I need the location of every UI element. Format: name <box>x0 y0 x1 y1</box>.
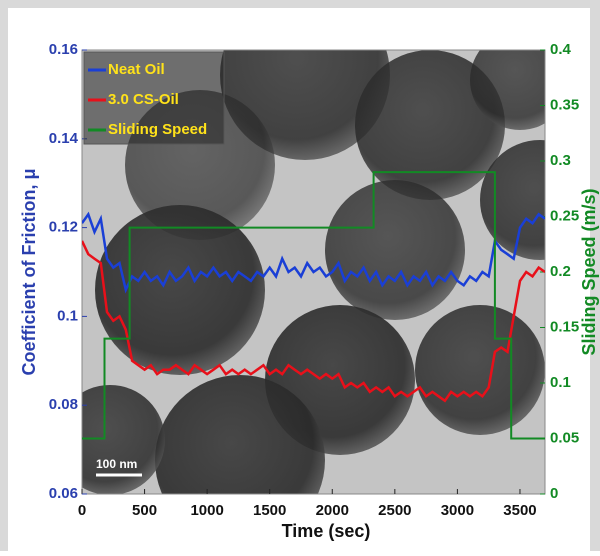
scale-bar: 100 nm <box>96 457 137 471</box>
y-tick-label: 0.12 <box>49 219 78 236</box>
legend-label: Sliding Speed <box>108 121 207 138</box>
legend-box <box>83 51 225 145</box>
y2-tick-label: 0 <box>550 485 558 502</box>
y2-tick-label: 0.35 <box>550 96 579 113</box>
series-line <box>82 240 545 403</box>
x-tick-label: 500 <box>132 502 157 519</box>
x-tick-label: 3000 <box>441 502 474 519</box>
x-tick-label: 1500 <box>253 502 286 519</box>
y2-tick-label: 0.25 <box>550 207 579 224</box>
legend: Neat Oil 3.0 CS-Oil Sliding Speed <box>83 51 225 145</box>
y-tick-label: 0.16 <box>49 41 78 58</box>
y2-tick-label: 0.15 <box>550 318 579 335</box>
series-line <box>82 211 545 294</box>
y2-tick-label: 0.1 <box>550 374 571 391</box>
y2-axis-label: Sliding Speed (m/s) <box>579 188 599 355</box>
series-line <box>82 171 545 440</box>
legend-label: 3.0 CS-Oil <box>108 91 179 108</box>
x-tick-label: 1000 <box>190 502 223 519</box>
y2-tick-label: 0.2 <box>550 263 571 280</box>
y-tick-label: 0.06 <box>49 485 78 502</box>
y-axis-label: Coefficient of Friction, μ <box>19 168 39 375</box>
y2-tick-label: 0.3 <box>550 152 571 169</box>
y-tick-label: 0.14 <box>49 130 79 147</box>
y-tick-label: 0.1 <box>57 307 78 324</box>
x-tick-label: 2500 <box>378 502 411 519</box>
x-axis-label: Time (sec) <box>282 521 371 541</box>
x-tick-label: 0 <box>78 502 86 519</box>
plot-lines <box>82 171 545 440</box>
y2-tick-label: 0.4 <box>550 41 572 58</box>
x-tick-label: 2000 <box>316 502 349 519</box>
y2-tick-label: 0.05 <box>550 429 579 446</box>
x-tick-label: 3500 <box>503 502 536 519</box>
legend-label: Neat Oil <box>108 61 165 78</box>
y-tick-label: 0.08 <box>49 396 78 413</box>
